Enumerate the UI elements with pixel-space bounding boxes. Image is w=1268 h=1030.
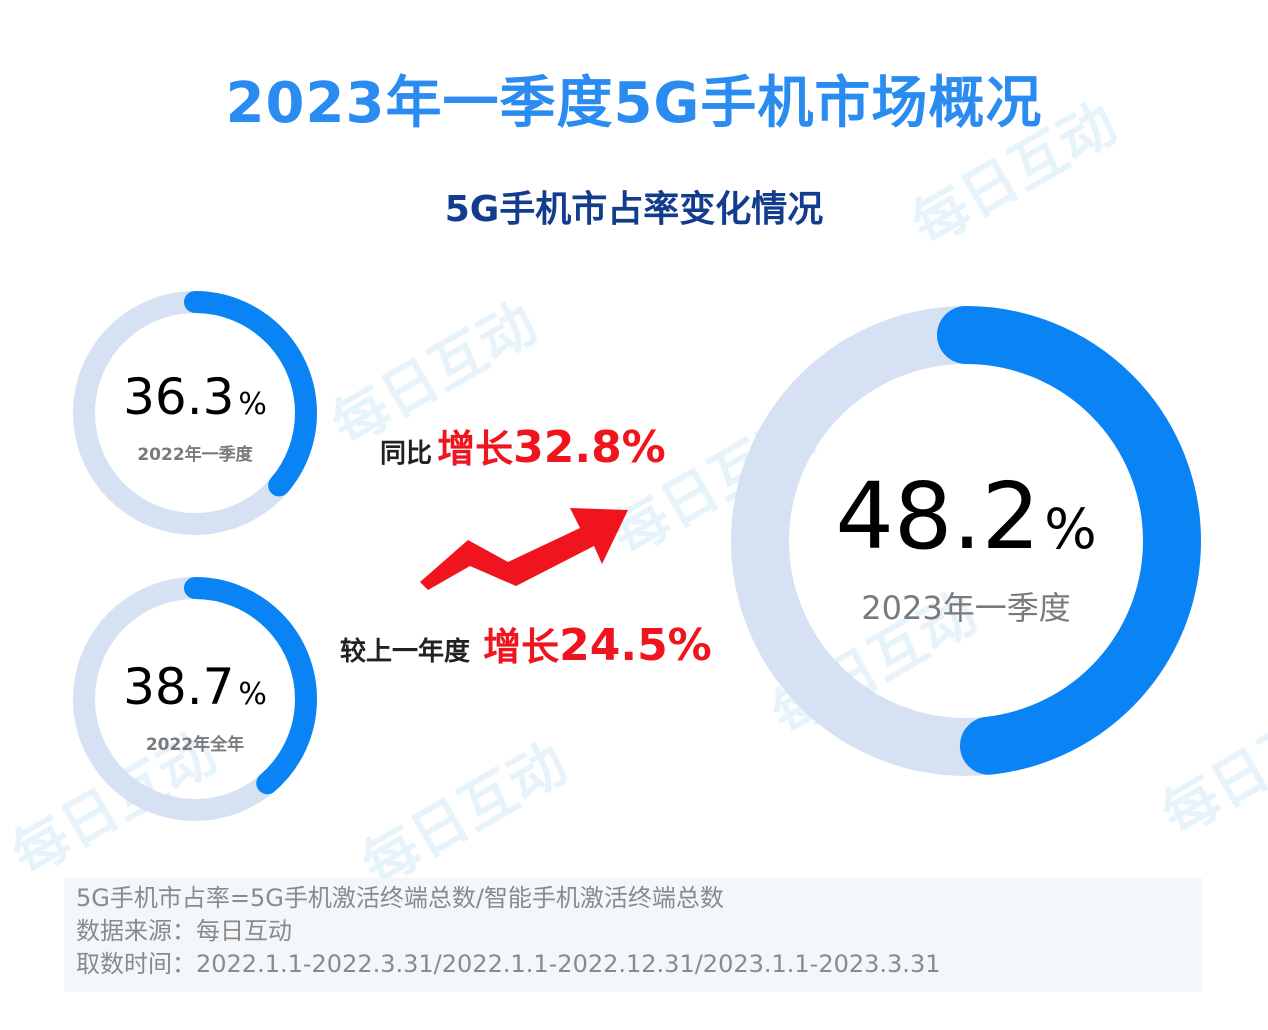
donut-ring-icon	[73, 291, 317, 535]
watermark: 每日互动	[351, 730, 578, 899]
donut-2023-q1: 48.2% 2023年一季度	[730, 305, 1202, 777]
donut-ring-icon	[73, 577, 317, 821]
page-title: 2023年一季度5G手机市场概况	[225, 71, 1043, 136]
data-period-note: 取数时间：2022.1.1-2022.3.31/2022.1.1-2022.12…	[76, 950, 941, 978]
chart-subtitle: 5G手机市占率变化情况	[444, 189, 824, 230]
footnote-box: 5G手机市占率=5G手机激活终端总数/智能手机激活终端总数 数据来源：每日互动 …	[64, 878, 1202, 992]
data-source-note: 数据来源：每日互动	[76, 917, 292, 945]
donut-value: 36.3%	[123, 368, 267, 426]
donut-2022-full-year: 38.7% 2022年全年	[72, 576, 318, 822]
donut-ring-icon	[731, 306, 1201, 776]
donut-value: 38.7%	[123, 658, 267, 716]
upward-trend-arrow-icon	[420, 508, 628, 590]
donut-label: 2022年全年	[145, 735, 245, 755]
donut-label: 2022年一季度	[137, 445, 253, 465]
yoy-growth: 同比 增长32.8%	[380, 422, 666, 473]
annual-growth: 较上一年度 增长24.5%	[340, 620, 712, 671]
donut-label: 2023年一季度	[861, 589, 1071, 627]
donut-2022-q1: 36.3% 2022年一季度	[72, 290, 318, 536]
formula-note: 5G手机市占率=5G手机激活终端总数/智能手机激活终端总数	[76, 884, 724, 912]
donut-value: 48.2%	[835, 463, 1097, 570]
